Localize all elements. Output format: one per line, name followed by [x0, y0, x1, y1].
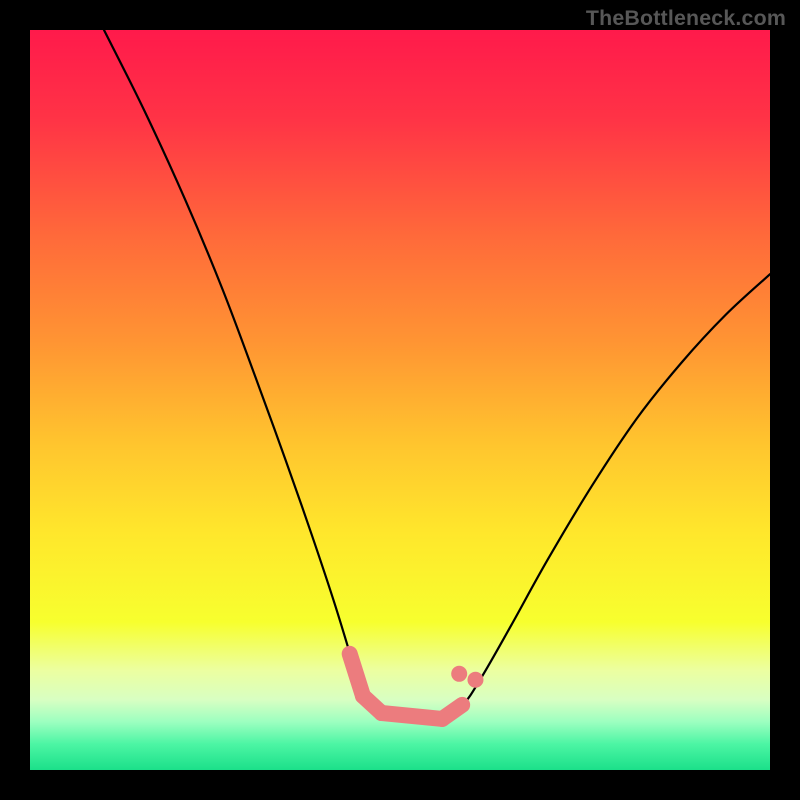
- marker-dot: [467, 672, 483, 688]
- watermark-text: TheBottleneck.com: [586, 6, 786, 31]
- chart-frame: TheBottleneck.com: [0, 0, 800, 800]
- plot-background: [30, 30, 770, 770]
- marker-dot: [451, 666, 467, 682]
- marker-capsule: [382, 713, 443, 719]
- bottleneck-chart: [0, 0, 800, 800]
